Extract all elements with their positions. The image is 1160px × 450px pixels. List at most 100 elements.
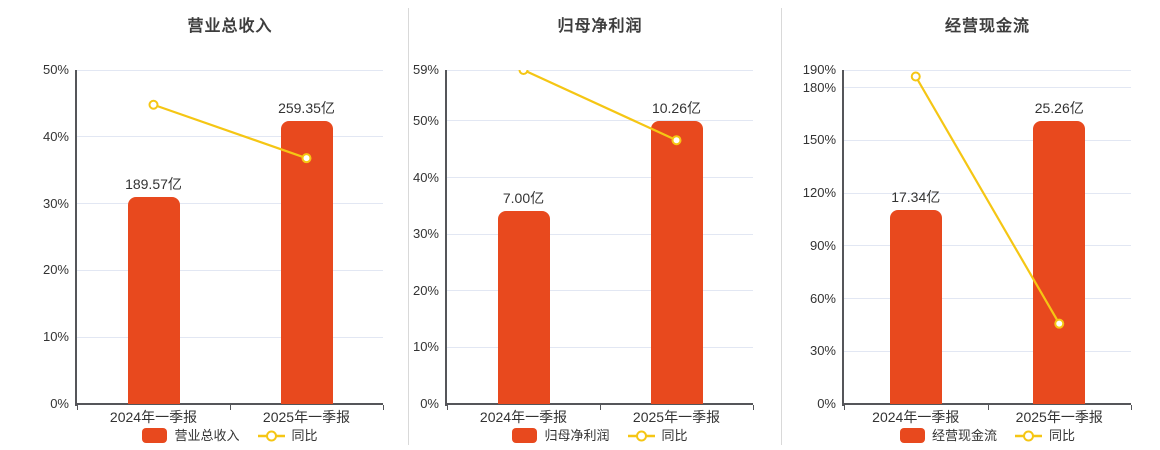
y-tick-label: 0%	[420, 396, 439, 411]
gridline	[447, 346, 753, 348]
x-axis-line	[445, 403, 753, 405]
legend-item-yoy[interactable]: 同比	[257, 428, 318, 443]
data-bar	[280, 121, 333, 404]
x-axis-tick	[77, 405, 78, 410]
gridline	[77, 136, 383, 138]
legend-item-yoy[interactable]: 同比	[1015, 428, 1075, 443]
yoy-marker	[148, 99, 159, 110]
y-axis-line	[842, 70, 844, 406]
y-tick-label: 40%	[42, 128, 69, 144]
chart-title: 营业总收入	[187, 18, 273, 35]
y-axis-line	[445, 70, 447, 406]
gridline	[77, 203, 383, 205]
gridline	[447, 233, 753, 235]
x-axis-tick	[1131, 405, 1132, 410]
x-axis-tick	[753, 405, 754, 410]
y-tick-label: 40%	[412, 169, 439, 185]
y-tick-label: 90%	[809, 237, 836, 253]
y-tick-label: 50%	[412, 112, 439, 128]
gridline	[844, 298, 1131, 300]
y-tick-label: 30%	[42, 195, 69, 211]
x-axis-tick	[844, 405, 845, 410]
chart-title: 经营现金流	[944, 18, 1030, 35]
chart-panel-operating-cash-flow: 经营现金流 190% 180% 150% 120% 90% 60% 30% 0% 17.34亿 2…	[781, 0, 1160, 450]
x-axis-tick	[987, 405, 989, 410]
x-axis-tick	[230, 405, 231, 410]
bar-value-label: 25.26亿	[1034, 100, 1084, 117]
legend-yoy-label: 同比	[1049, 428, 1076, 443]
gridline	[844, 350, 1131, 352]
y-tick-label: 180%	[802, 79, 836, 95]
gridline	[844, 139, 1131, 141]
gridline	[447, 177, 753, 179]
legend-item-bar[interactable]: 经营现金流	[899, 428, 997, 443]
legend-item-bar[interactable]: 营业总收入	[142, 428, 240, 443]
y-tick-label: 10%	[42, 329, 69, 345]
x-category-label: 2024年一季报	[479, 409, 568, 425]
data-bar	[889, 209, 942, 404]
y-tick-label: 20%	[42, 262, 69, 278]
x-axis-line	[842, 403, 1131, 405]
y-tick-label: 20%	[412, 282, 439, 298]
y-tick-label: 150%	[802, 132, 836, 148]
bar-value-label: 7.00亿	[502, 189, 545, 206]
gridline	[447, 69, 753, 71]
bar-value-label: 10.26亿	[651, 100, 702, 117]
x-category-label: 2025年一季报	[262, 409, 351, 425]
y-tick-label: 120%	[802, 185, 836, 201]
y-tick-label: 190%	[802, 62, 836, 77]
bar-swatch-icon	[142, 428, 168, 443]
x-category-label: 2024年一季报	[109, 409, 198, 425]
bar-value-label: 17.34亿	[891, 188, 941, 205]
gridline	[844, 87, 1131, 89]
gridline	[77, 336, 383, 338]
data-bar	[650, 121, 703, 404]
yoy-line-layer	[910, 71, 1065, 329]
yoy-line-icon	[1015, 430, 1042, 441]
chart-panel-net-profit: 归母净利润 59% 50% 40% 30% 20% 10% 0% 7.00亿 2024年一季报 1…	[408, 0, 781, 450]
yoy-line-icon	[257, 430, 285, 441]
x-category-label: 2025年一季报	[632, 409, 721, 425]
bar-value-label: 189.57亿	[125, 176, 182, 193]
legend-item-yoy[interactable]: 同比	[627, 428, 688, 443]
x-axis-tick	[447, 405, 448, 410]
y-tick-label: 50%	[42, 62, 69, 77]
bar-swatch-icon	[899, 428, 925, 443]
chart-legend: 营业总收入 同比	[77, 426, 383, 445]
chart-legend: 归母净利润 同比	[447, 426, 753, 445]
yoy-line-layer	[518, 70, 682, 146]
legend-yoy-label: 同比	[291, 428, 318, 443]
bar-swatch-icon	[512, 428, 538, 443]
legend-item-bar[interactable]: 归母净利润	[512, 428, 610, 443]
gridline	[77, 69, 383, 71]
yoy-line-icon	[627, 430, 655, 441]
gridline	[844, 245, 1131, 247]
y-tick-label: 60%	[809, 290, 836, 306]
gridline	[447, 120, 753, 122]
y-tick-label: 59%	[412, 62, 439, 77]
y-tick-label: 0%	[50, 396, 69, 411]
yoy-marker	[910, 71, 921, 82]
chart-panel-operating-revenue: 营业总收入 50% 40% 30% 20% 10% 0% 189.57亿 2024年一季报 25…	[0, 0, 408, 450]
y-tick-label: 0%	[817, 396, 836, 411]
x-axis-tick	[600, 405, 601, 410]
x-category-label: 2025年一季报	[1015, 409, 1103, 425]
legend-bar-label: 归母净利润	[544, 428, 610, 443]
data-bar	[497, 210, 550, 404]
legend-yoy-label: 同比	[661, 428, 688, 443]
gridline	[447, 290, 753, 292]
x-category-label: 2024年一季报	[872, 409, 960, 425]
data-bar	[1033, 121, 1086, 404]
y-tick-label: 30%	[809, 343, 836, 359]
legend-bar-label: 经营现金流	[931, 428, 997, 443]
chart-title: 归母净利润	[557, 18, 643, 35]
data-bar	[127, 197, 180, 404]
y-axis-line	[75, 70, 77, 406]
gridline	[844, 69, 1131, 71]
gridline	[77, 269, 383, 271]
y-tick-label: 10%	[412, 339, 439, 355]
x-axis-line	[75, 403, 383, 405]
bar-value-label: 259.35亿	[278, 100, 335, 117]
chart-legend: 经营现金流 同比	[844, 426, 1131, 445]
